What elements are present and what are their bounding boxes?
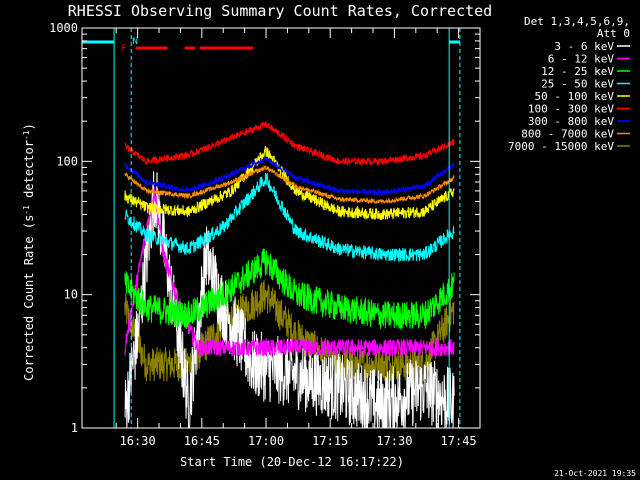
flag-f-label: F — [121, 44, 126, 54]
x-axis-label: Start Time (20-Dec-12 16:17:22) — [180, 455, 404, 469]
series-line-25-50-kev — [124, 173, 455, 263]
series-line-800-7000-kev — [124, 164, 455, 205]
y-tick-label: 100 — [56, 154, 78, 168]
y-tick-label: 10 — [64, 288, 78, 302]
x-tick-label: 17:30 — [376, 434, 412, 448]
series-line-300-800-kev — [124, 156, 455, 197]
legend-entry-label: 3 - 6 keV — [554, 40, 614, 53]
plot-frame — [81, 27, 481, 429]
series-line-3-6-kev — [124, 171, 455, 428]
legend-entry-label: 6 - 12 keV — [548, 53, 615, 66]
legend-entry-label: 50 - 100 keV — [535, 90, 615, 103]
y-tick-label: 1 — [71, 421, 78, 435]
flag-n-label: N — [132, 37, 137, 47]
legend-entry-label: 100 - 300 keV — [528, 103, 614, 116]
y-tick-label: 1000 — [49, 21, 78, 35]
x-tick-label: 17:15 — [312, 434, 348, 448]
legend-entry-label: 25 - 50 keV — [541, 78, 614, 91]
series-line-12-25-kev — [124, 248, 455, 330]
legend-entry-label: 7000 - 15000 keV — [508, 140, 614, 153]
series-line-100-300-kev — [124, 120, 455, 167]
series-line-6-12-kev — [124, 187, 455, 357]
x-tick-label: 17:00 — [248, 434, 284, 448]
y-axis-label: Corrected Count Rate (s-1 detector-1) — [22, 123, 37, 381]
plot-area: NF — [82, 28, 461, 428]
x-tick-label: 16:30 — [120, 434, 156, 448]
chart-title: RHESSI Observing Summary Count Rates, Co… — [68, 2, 492, 20]
legend-entry-label: 800 - 7000 keV — [521, 128, 614, 141]
x-tick-label: 16:45 — [184, 434, 220, 448]
legend-entry-label: 300 - 800 keV — [528, 115, 614, 128]
legend-header: Det 1,3,4,5,6,9, — [524, 15, 630, 28]
series-line-50-100-kev — [124, 145, 455, 221]
x-tick-label: 17:45 — [441, 434, 477, 448]
footer-timestamp: 21-Oct-2021 19:35 — [554, 469, 636, 478]
legend-entry-label: 12 - 25 keV — [541, 65, 614, 78]
legend-header: Att 0 — [597, 27, 630, 40]
axes: 1 10 100 1000 16:30 16:45 17:00 17:15 17:30 17:45 — [49, 21, 481, 448]
